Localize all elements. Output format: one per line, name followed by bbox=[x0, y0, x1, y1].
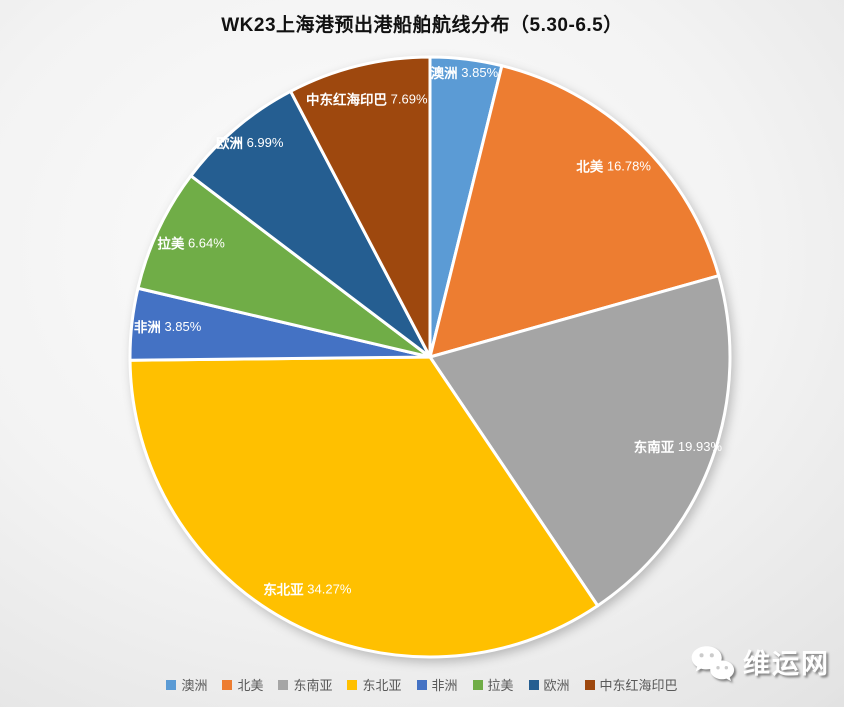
slice-label: 欧洲 6.99% bbox=[216, 135, 284, 151]
pie-slice-4 bbox=[128, 355, 600, 659]
slice-label: 东北亚 34.27% bbox=[263, 581, 352, 597]
slice-label: 北美 16.78% bbox=[576, 158, 651, 174]
legend-swatch bbox=[222, 679, 233, 690]
slice-label: 拉美 6.64% bbox=[157, 235, 225, 251]
wechat-icon bbox=[691, 646, 735, 682]
slice-label: 非洲 3.85% bbox=[134, 318, 202, 334]
watermark: 维运网 bbox=[689, 643, 830, 685]
pie-slice-3 bbox=[428, 274, 732, 608]
legend-swatch bbox=[584, 679, 595, 690]
pie-slice-6 bbox=[136, 174, 432, 359]
legend-label: 中东红海印巴 bbox=[599, 678, 678, 693]
legend-label: 非洲 bbox=[431, 678, 458, 693]
legend-label: 东北亚 bbox=[362, 678, 402, 693]
legend-swatch bbox=[528, 679, 539, 690]
chart-legend: 澳洲 北美 东南亚 东北亚 非洲 拉美 欧洲 中东红海印巴 bbox=[0, 675, 844, 694]
legend-label: 欧洲 bbox=[543, 678, 570, 693]
legend-swatch bbox=[166, 679, 177, 690]
slice-label: 中东红海印巴 7.69% bbox=[306, 91, 428, 107]
legend-item: 东南亚 bbox=[278, 675, 332, 694]
chart-title: WK23上海港预出港船舶航线分布（5.30-6.5） bbox=[221, 15, 623, 36]
legend-label: 拉美 bbox=[487, 678, 514, 693]
legend-swatch bbox=[278, 679, 289, 690]
slice-label: 东南亚 19.93% bbox=[634, 438, 723, 454]
legend-item: 非洲 bbox=[416, 675, 458, 694]
legend-item: 东北亚 bbox=[347, 675, 402, 694]
pie-slice-8 bbox=[289, 55, 432, 359]
legend-label: 澳洲 bbox=[181, 678, 208, 693]
legend-swatch bbox=[472, 679, 483, 690]
slice-label: 澳洲 3.85% bbox=[431, 65, 499, 81]
legend-swatch bbox=[347, 679, 358, 690]
watermark-text: 维运网 bbox=[743, 648, 830, 679]
legend-item: 欧洲 bbox=[528, 675, 570, 694]
legend-label: 北美 bbox=[237, 678, 264, 693]
legend-swatch bbox=[416, 679, 427, 690]
legend-item: 北美 bbox=[222, 675, 263, 694]
legend-item: 澳洲 bbox=[166, 675, 207, 694]
pie-slice-2 bbox=[428, 64, 721, 359]
legend-label: 东南亚 bbox=[293, 678, 333, 693]
pie-slice-7 bbox=[189, 89, 432, 359]
legend-item: 中东红海印巴 bbox=[584, 675, 678, 694]
legend-item: 拉美 bbox=[472, 675, 514, 694]
